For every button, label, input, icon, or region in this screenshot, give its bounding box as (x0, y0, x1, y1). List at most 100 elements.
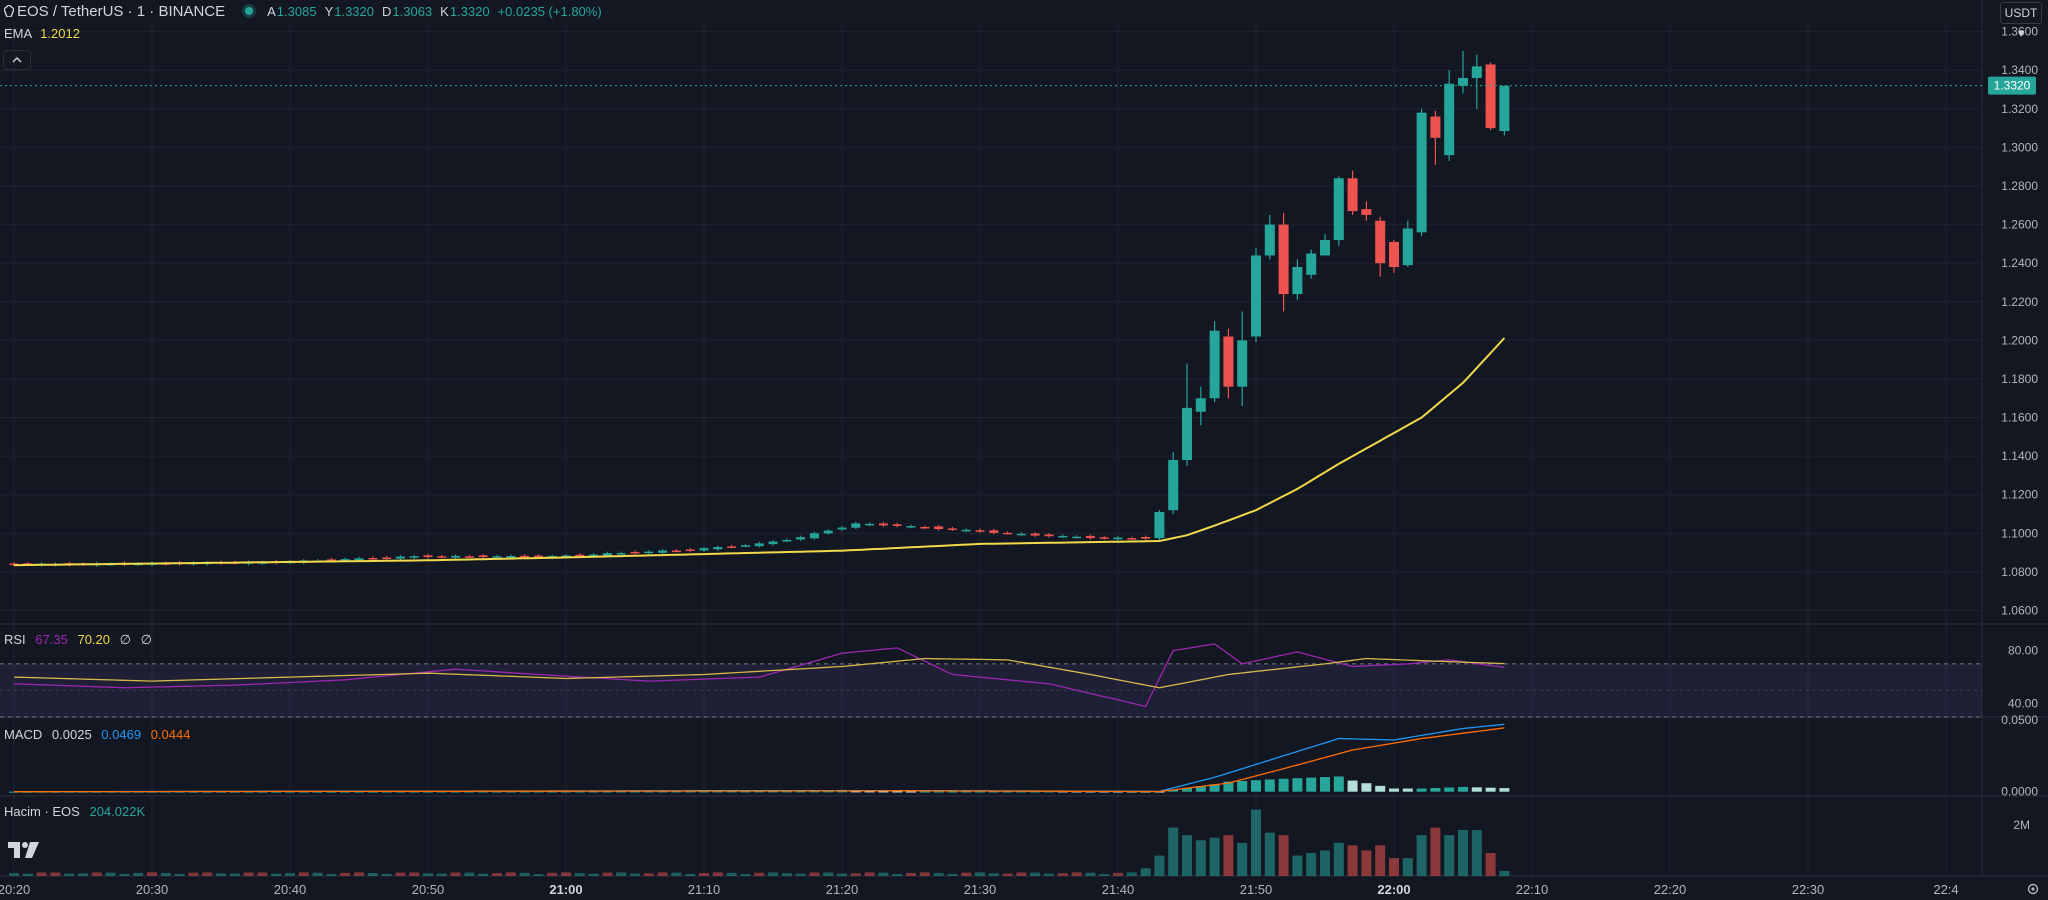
macd-legend[interactable]: MACD 0.0025 0.0469 0.0444 (4, 727, 190, 742)
candle (1085, 535, 1095, 539)
macd-histogram-bar (1458, 786, 1468, 792)
ema-legend[interactable]: EMA 1.2012 (4, 26, 80, 41)
candle (644, 551, 654, 554)
macd-signal-line (14, 727, 1505, 793)
candle (382, 557, 392, 559)
candle (451, 555, 461, 558)
volume-bar (64, 873, 75, 876)
time-tick-label: 22:00 (1377, 882, 1410, 897)
macd-histogram-bar (850, 791, 861, 793)
macd-histogram-bar (1071, 791, 1082, 793)
volume-bar (1002, 873, 1013, 876)
volume-bar (1113, 872, 1123, 876)
candle (906, 526, 916, 528)
macd-histogram-bar (1499, 788, 1510, 792)
volume-value: 204.022K (89, 804, 146, 819)
macd-histogram-bar (1292, 778, 1303, 792)
time-tick-label: 21:40 (1102, 882, 1135, 897)
volume-bar (685, 873, 696, 876)
currency-selector[interactable]: USDT ▾ (2000, 2, 2042, 40)
macd-histogram-bar (602, 791, 613, 793)
macd-histogram-bar (478, 791, 489, 793)
macd-histogram-bar (1416, 788, 1427, 792)
macd-histogram-bar (505, 791, 516, 793)
volume-bar (78, 873, 88, 876)
time-tick-label: 22:20 (1654, 882, 1687, 897)
rsi-legend[interactable]: RSI 67.35 70.20 ∅ ∅ (4, 632, 152, 648)
volume-bar (326, 874, 337, 876)
macd-histogram-bar (271, 791, 282, 793)
volume-bar (409, 872, 420, 876)
macd-histogram-bar (1389, 788, 1399, 792)
volume-bar (229, 873, 240, 876)
candle (878, 523, 888, 526)
time-tick-label: 22:30 (1792, 882, 1825, 897)
candle (575, 554, 585, 557)
volume-bar (188, 872, 199, 876)
volume-bar (1361, 850, 1372, 876)
time-tick-label: 21:00 (549, 882, 582, 897)
candle (1072, 536, 1082, 539)
volume-bar (547, 872, 558, 876)
volume-legend[interactable]: Hacim · EOS 204.022K (4, 804, 145, 819)
macd-histogram-bar (1347, 780, 1358, 792)
macd-histogram-bar (671, 791, 682, 793)
volume-bar (492, 873, 502, 876)
volume-bar (988, 873, 999, 876)
volume-bar (864, 872, 875, 876)
time-tick-label: 20:30 (136, 882, 169, 897)
macd-histogram-bar (1471, 787, 1482, 792)
macd-histogram-bar (1002, 791, 1013, 793)
volume-bar (354, 872, 364, 876)
price-tick-label: 1.2400 (2001, 256, 2038, 270)
macd-histogram-bar (1444, 787, 1455, 792)
candle (561, 555, 571, 558)
candle (768, 541, 778, 545)
candle (1389, 241, 1399, 268)
volume-bar (1016, 872, 1027, 876)
macd-histogram-bar (643, 791, 654, 793)
macd-histogram-bar (1320, 777, 1330, 792)
macd-histogram-bar (988, 791, 999, 793)
macd-histogram-bar (726, 791, 737, 793)
collapse-legend-button[interactable] (3, 50, 31, 70)
volume-bar (50, 872, 61, 876)
macd-histogram-bar (657, 791, 668, 793)
volume-bar (505, 872, 516, 876)
volume-bar (561, 872, 571, 876)
time-tick-label: 20:50 (412, 882, 445, 897)
candle (685, 549, 695, 551)
macd-histogram-bar (740, 791, 751, 793)
symbol-title[interactable]: EOS / TetherUS · 1 · BINANCE (17, 2, 226, 20)
candle (947, 528, 957, 530)
market-status-icon (245, 7, 254, 15)
candle (326, 559, 336, 561)
volume-bar (533, 874, 544, 876)
candle (851, 523, 861, 528)
volume-bar (933, 872, 944, 876)
volume-bar (616, 872, 627, 876)
volume-bar (1306, 853, 1317, 876)
candle (1016, 533, 1026, 536)
tradingview-logo-icon[interactable] (6, 838, 42, 862)
rsi-tick-label: 40.00 (2008, 697, 2038, 711)
volume-bar (436, 873, 447, 876)
macd-histogram-bar (712, 791, 723, 793)
gear-icon[interactable] (2026, 882, 2040, 896)
rsi-extra-2: ∅ (140, 632, 152, 647)
candle (1416, 112, 1427, 233)
candle (865, 523, 875, 526)
rsi-extra-1: ∅ (119, 632, 131, 647)
macd-histogram-bar (547, 791, 558, 793)
macd-histogram-bar (1430, 788, 1441, 792)
macd-histogram-bar (1209, 784, 1220, 792)
price-tick-label: 1.2000 (2001, 333, 2038, 347)
candle (713, 547, 723, 550)
candle (989, 530, 999, 533)
volume-bar (588, 873, 599, 876)
macd-histogram-bar (409, 791, 420, 793)
macd-histogram-bar (1402, 788, 1413, 792)
change-value: +0.0235 (+1.80%) (497, 3, 602, 19)
macd-histogram-bar (975, 791, 985, 793)
